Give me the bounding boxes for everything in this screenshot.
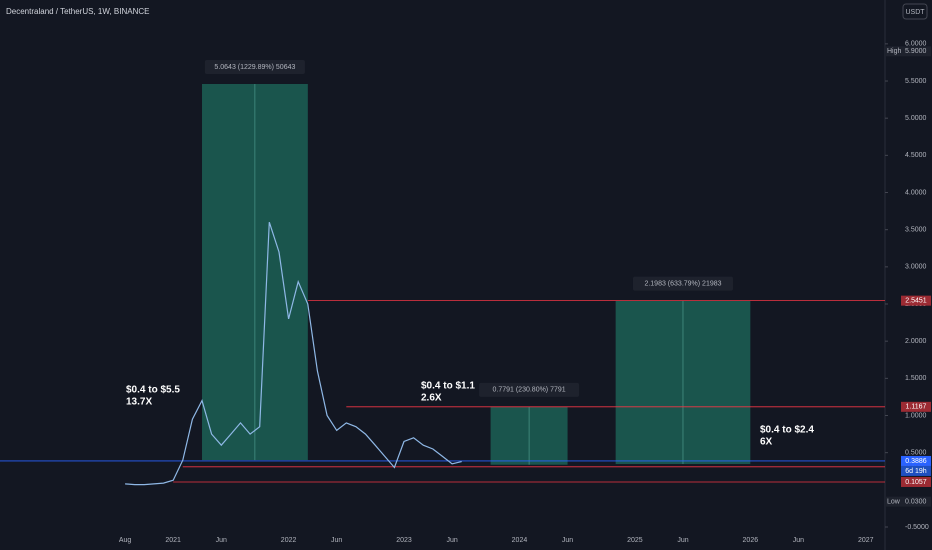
annotation-text: 2.6X: [421, 393, 442, 404]
extreme-value: 0.0300: [905, 498, 927, 505]
price-tag-label: 1.1167: [906, 404, 927, 411]
countdown-tag: [901, 465, 931, 476]
y-tick-label: 1.0000: [905, 412, 927, 419]
y-tick-label: 4.0000: [905, 189, 927, 196]
price-tag: [901, 401, 931, 412]
price-tag: [901, 476, 931, 487]
x-tick-label: Jun: [446, 537, 457, 544]
currency-label: USDT: [905, 9, 925, 16]
y-tick-label: 3.0000: [905, 264, 927, 271]
x-tick-label: Jun: [562, 537, 573, 544]
x-tick-label: 2022: [281, 537, 297, 544]
y-tick-label: 2.0000: [905, 338, 927, 345]
x-tick-label: Jun: [331, 537, 342, 544]
x-tick-label: 2024: [512, 537, 528, 544]
extreme-tag: [885, 496, 931, 507]
y-tick-label: 6.0000: [905, 41, 927, 48]
y-tick-label: -0.5000: [905, 524, 929, 531]
annotation-text: $0.4 to $2.4: [760, 425, 814, 436]
extreme-name: Low: [887, 498, 901, 505]
annotation-text: 13.7X: [126, 397, 152, 408]
price-tag-label: 2.5451: [905, 298, 927, 305]
y-tick-label: 5.5000: [905, 78, 927, 85]
extreme-value: 5.9000: [905, 48, 927, 55]
measure-label: 2.1983 (633.79%) 21983: [644, 281, 721, 288]
x-tick-label: 2025: [627, 537, 643, 544]
measure-label: 0.7791 (230.80%) 7791: [492, 387, 565, 394]
price-tag: [901, 455, 931, 466]
countdown-label: 6d 19h: [905, 468, 927, 475]
y-tick-label: 5.0000: [905, 115, 927, 122]
x-tick-label: Jun: [793, 537, 804, 544]
x-tick-label: 2023: [396, 537, 412, 544]
measure-label-box: [479, 382, 580, 397]
annotation-text: $0.4 to $5.5: [126, 385, 180, 396]
price-tag: [901, 295, 931, 306]
annotation-text: 6X: [760, 437, 773, 448]
annotation-box: [124, 383, 176, 408]
measure-label-box: [204, 59, 305, 74]
y-tick-label: 4.5000: [905, 152, 927, 159]
chart-title: Decentraland / TetherUS, 1W, BINANCE: [6, 7, 149, 16]
measure-label-box: [632, 276, 733, 291]
x-tick-label: 2021: [165, 537, 181, 544]
price-line: [125, 222, 462, 486]
y-tick-label: 3.5000: [905, 227, 927, 234]
x-tick-label: Jun: [677, 537, 688, 544]
y-tick-label: 0.5000: [905, 450, 927, 457]
x-tick-label: 2026: [743, 537, 759, 544]
currency-button[interactable]: [902, 3, 928, 20]
x-tick-label: Jun: [216, 537, 227, 544]
measure-label: 5.0643 (1229.89%) 50643: [214, 64, 295, 71]
annotation-box: [758, 423, 810, 448]
annotation-box: [419, 379, 471, 404]
annotation-text: $0.4 to $1.1: [421, 381, 475, 392]
extreme-name: High: [887, 48, 902, 55]
x-tick-label: 2027: [858, 537, 874, 544]
annotation: $0.4 to $5.5 13.7X $0.4 to $1.1 2.6X $0.…: [124, 379, 814, 448]
x-tick-label: Aug: [119, 537, 132, 544]
extreme-tag: [885, 46, 931, 57]
y-tick-label: 1.5000: [905, 375, 927, 382]
price-tag-label: 0.3886: [905, 458, 927, 465]
price-tag-label: 0.1057: [905, 479, 927, 486]
